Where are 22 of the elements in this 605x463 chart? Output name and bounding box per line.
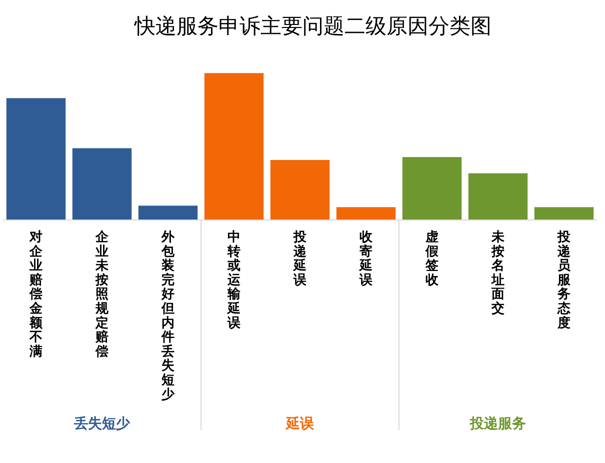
x-tick-label: 投递延误 <box>292 229 308 287</box>
chart-title: 快递服务申诉主要问题二级原因分类图 <box>134 14 492 38</box>
bar <box>72 147 132 220</box>
x-tick-label: 虚假签收 <box>424 229 440 287</box>
category-label: 企业未按照规定赔偿 <box>96 229 108 358</box>
text: 丢失短少 <box>73 415 131 432</box>
bar <box>204 72 264 220</box>
category-label: 对企业赔偿金额不满 <box>30 229 42 358</box>
x-tick-label: 投递员服务态度 <box>556 229 572 330</box>
category-label: 外包装完好但内件丢失短少 <box>162 229 174 402</box>
text: 投递服务 <box>469 415 526 432</box>
bar <box>138 204 198 220</box>
text: 延误 <box>285 416 315 432</box>
bar <box>336 206 396 220</box>
bar <box>534 206 594 220</box>
x-tick-label: 收寄延误 <box>358 229 374 287</box>
bar <box>270 159 330 220</box>
x-tick-label: 中转或运输延误 <box>226 229 242 330</box>
x-tick-label: 未按名址面交 <box>490 229 506 316</box>
bar <box>468 172 528 220</box>
bar <box>6 97 66 220</box>
bar <box>402 156 462 220</box>
